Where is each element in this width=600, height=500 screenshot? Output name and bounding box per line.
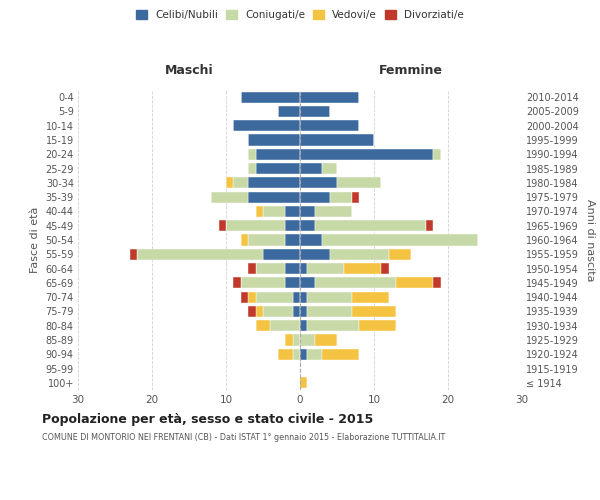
Bar — [293, 348, 300, 360]
Bar — [337, 178, 382, 188]
Text: Popolazione per età, sesso e stato civile - 2015: Popolazione per età, sesso e stato civil… — [42, 412, 373, 426]
Bar — [233, 278, 241, 288]
Bar — [248, 178, 300, 188]
Bar — [293, 292, 300, 302]
Bar — [271, 320, 300, 332]
Bar — [307, 292, 352, 302]
Bar — [315, 334, 337, 345]
Bar — [263, 306, 293, 317]
Bar — [256, 320, 271, 332]
Bar — [293, 306, 300, 317]
Bar — [315, 278, 396, 288]
Bar — [389, 248, 411, 260]
Bar — [256, 306, 263, 317]
Bar — [256, 263, 285, 274]
Bar — [248, 163, 256, 174]
Bar — [300, 192, 329, 202]
Bar — [322, 163, 337, 174]
Bar — [248, 192, 300, 202]
Bar — [300, 120, 359, 132]
Bar — [218, 220, 226, 232]
Bar — [300, 378, 307, 388]
Bar — [278, 348, 293, 360]
Text: Maschi: Maschi — [164, 64, 214, 78]
Bar — [278, 106, 300, 117]
Bar — [211, 192, 248, 202]
Bar — [307, 320, 359, 332]
Bar — [256, 206, 263, 217]
Bar — [300, 178, 337, 188]
Bar — [300, 320, 307, 332]
Bar — [130, 248, 137, 260]
Bar — [344, 263, 382, 274]
Bar — [241, 292, 248, 302]
Bar — [352, 292, 389, 302]
Bar — [285, 220, 300, 232]
Bar — [433, 278, 440, 288]
Bar — [248, 148, 256, 160]
Y-axis label: Anni di nascita: Anni di nascita — [584, 198, 595, 281]
Bar — [263, 248, 300, 260]
Text: Femmine: Femmine — [379, 64, 443, 78]
Bar — [256, 292, 293, 302]
Bar — [433, 148, 440, 160]
Bar — [226, 178, 233, 188]
Bar — [307, 263, 344, 274]
Bar — [300, 334, 315, 345]
Bar — [396, 278, 433, 288]
Bar — [300, 248, 329, 260]
Bar — [300, 278, 315, 288]
Bar — [285, 278, 300, 288]
Bar — [315, 206, 352, 217]
Bar — [329, 248, 389, 260]
Bar — [256, 148, 300, 160]
Bar — [293, 334, 300, 345]
Y-axis label: Fasce di età: Fasce di età — [30, 207, 40, 273]
Bar — [322, 348, 359, 360]
Bar — [248, 234, 285, 246]
Bar — [300, 348, 307, 360]
Bar — [137, 248, 263, 260]
Bar — [285, 206, 300, 217]
Bar — [248, 263, 256, 274]
Bar — [352, 306, 396, 317]
Bar — [359, 320, 396, 332]
Bar — [248, 292, 256, 302]
Bar — [233, 178, 248, 188]
Bar — [300, 163, 322, 174]
Bar — [248, 306, 256, 317]
Bar — [248, 134, 300, 145]
Bar — [307, 348, 322, 360]
Bar — [256, 163, 300, 174]
Text: COMUNE DI MONTORIO NEI FRENTANI (CB) - Dati ISTAT 1° gennaio 2015 - Elaborazione: COMUNE DI MONTORIO NEI FRENTANI (CB) - D… — [42, 432, 445, 442]
Bar — [241, 92, 300, 102]
Bar — [352, 192, 359, 202]
Bar — [382, 263, 389, 274]
Legend: Celibi/Nubili, Coniugati/e, Vedovi/e, Divorziati/e: Celibi/Nubili, Coniugati/e, Vedovi/e, Di… — [136, 10, 464, 20]
Bar — [285, 263, 300, 274]
Bar — [300, 92, 359, 102]
Bar — [233, 120, 300, 132]
Bar — [322, 234, 478, 246]
Bar — [300, 306, 307, 317]
Bar — [285, 234, 300, 246]
Bar — [300, 292, 307, 302]
Bar — [426, 220, 433, 232]
Bar — [241, 278, 285, 288]
Bar — [300, 148, 433, 160]
Bar — [300, 263, 307, 274]
Bar — [329, 192, 352, 202]
Bar — [226, 220, 285, 232]
Bar — [300, 220, 315, 232]
Bar — [300, 234, 322, 246]
Bar — [241, 234, 248, 246]
Bar — [300, 134, 374, 145]
Bar — [300, 106, 329, 117]
Bar — [285, 334, 293, 345]
Bar — [300, 206, 315, 217]
Bar — [307, 306, 352, 317]
Bar — [315, 220, 426, 232]
Bar — [263, 206, 285, 217]
